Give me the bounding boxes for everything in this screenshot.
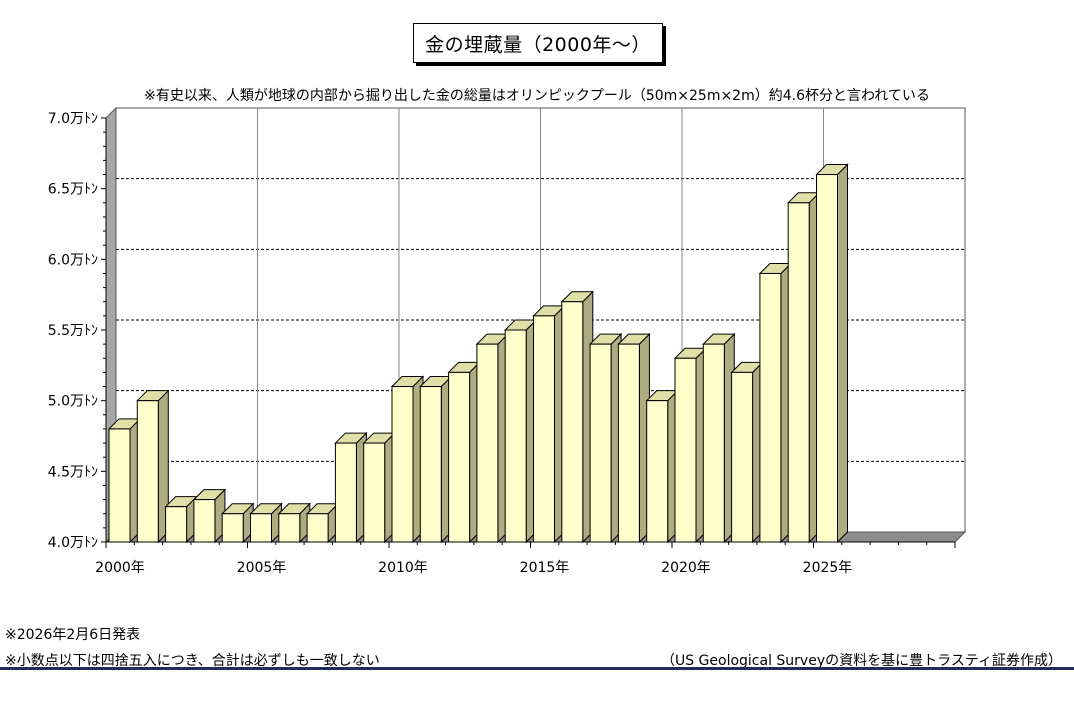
x-tick-label: 2005年 (237, 560, 287, 576)
x-tick-label: 2000年 (95, 560, 145, 576)
bar-front (646, 400, 669, 543)
bar (532, 304, 566, 544)
bar (334, 431, 368, 544)
y-tick-label: 6.5万ﾄﾝ (48, 182, 98, 198)
rounding-note: ※小数点以下は四捨五入につき、合計は必ずしも一致しない (5, 653, 380, 669)
x-tick-label: 2010年 (378, 560, 428, 576)
bar (730, 361, 764, 544)
bar-front (476, 343, 499, 543)
bar (277, 502, 312, 544)
bar-front (278, 513, 301, 543)
y-tick-label: 6.0万ﾄﾝ (48, 252, 98, 268)
y-tick-label: 4.0万ﾄﾝ (48, 535, 98, 551)
bar-front (108, 428, 131, 543)
bar-side (837, 163, 848, 544)
bar (220, 502, 255, 544)
bar (164, 495, 198, 544)
bar (362, 431, 396, 544)
chart-subtitle: ※有史以来、人類が地球の内部から掘り出した金の総量はオリンピックプール（50m×… (144, 88, 930, 104)
bar (107, 417, 142, 544)
bar-front (589, 343, 612, 543)
bar-front (193, 499, 216, 543)
chart-title: 金の埋蔵量（2000年～） (413, 23, 663, 63)
y-tick-label: 5.5万ﾄﾝ (48, 323, 98, 339)
bar-front (391, 386, 414, 543)
axes (101, 117, 956, 548)
bar (786, 191, 821, 544)
y-tick-label: 4.5万ﾄﾝ (48, 464, 98, 480)
bar (560, 290, 595, 544)
bar-front (221, 513, 244, 543)
bar-front (702, 343, 725, 543)
bar (617, 332, 651, 544)
bar-front (731, 371, 754, 543)
bar (305, 502, 340, 544)
bar-front (363, 442, 386, 543)
bar-front (617, 343, 640, 543)
y-tick-label: 5.0万ﾄﾝ (48, 394, 98, 410)
bar-front (504, 329, 527, 543)
bar-front (250, 513, 272, 543)
bar-front (674, 357, 697, 543)
bar (645, 389, 679, 544)
bottom-rule (0, 667, 1074, 670)
x-tick-labels: 2000年 2005年 2010年 2015年 2020年 2025年 (95, 560, 852, 576)
x-tick-label: 2025年 (803, 560, 853, 576)
bar-front (787, 202, 810, 543)
bar-front (419, 386, 442, 543)
bar-front (816, 174, 838, 543)
bar (447, 361, 481, 544)
bar-front (334, 442, 357, 543)
x-tick-label: 2020年 (661, 560, 711, 576)
bar (673, 347, 708, 544)
y-tick-label: 7.0万ﾄﾝ (48, 111, 98, 127)
bar-front (306, 513, 329, 543)
y-tick-labels: 4.0万ﾄﾝ 4.5万ﾄﾝ 5.0万ﾄﾝ 5.5万ﾄﾝ 6.0万ﾄﾝ 6.5万ﾄﾝ 7.0万… (48, 111, 98, 551)
source-note: （US Geological Surveyの資料を基に豊トラスティ証券作成） (660, 653, 1062, 669)
bar (390, 375, 425, 544)
release-note: ※2026年2月6日発表 (5, 627, 141, 643)
bar (136, 389, 170, 544)
bar (815, 163, 849, 544)
bars (107, 163, 849, 544)
bar-front (136, 400, 159, 543)
x-tick-label: 2015年 (520, 560, 570, 576)
bar-front (533, 315, 555, 543)
bar (192, 488, 227, 544)
bar-front (561, 301, 584, 543)
bar (475, 332, 510, 544)
bar-front (165, 506, 188, 543)
bar (249, 502, 283, 544)
bar (503, 318, 538, 544)
bar-front (759, 272, 782, 543)
bar (588, 332, 623, 544)
bar (702, 332, 736, 544)
bar (758, 262, 793, 544)
bar-front (448, 371, 471, 543)
bar (419, 375, 453, 544)
